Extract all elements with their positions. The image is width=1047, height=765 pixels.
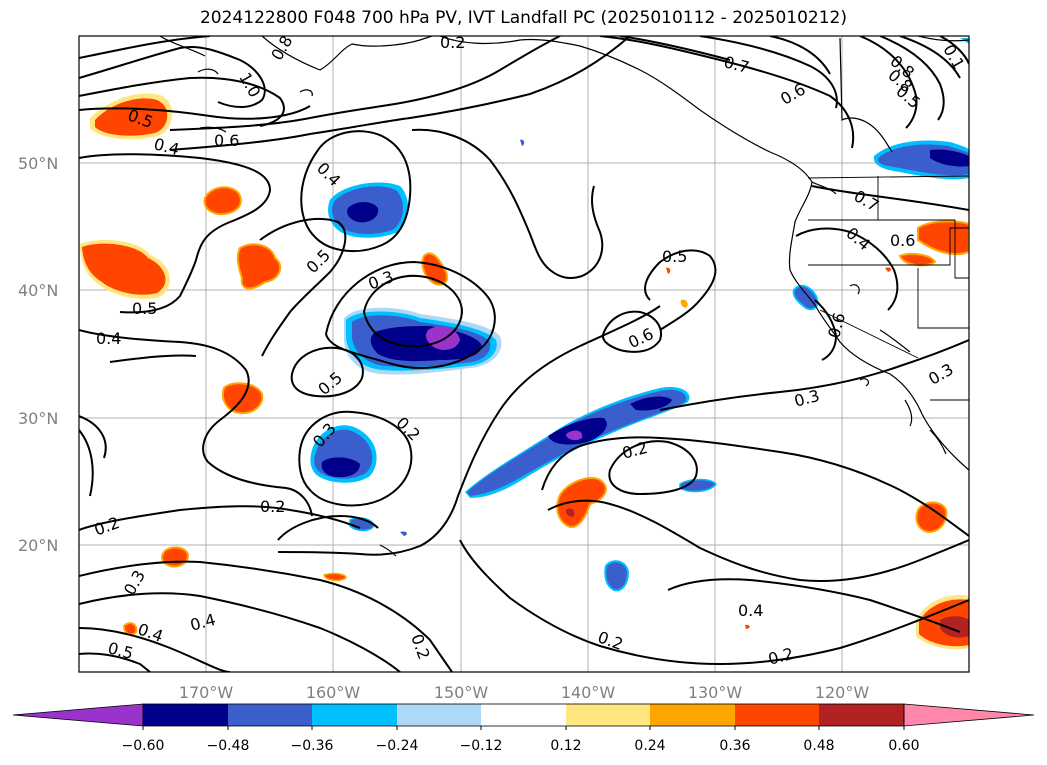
lat-label: 20°N bbox=[18, 536, 58, 555]
contour-label: 0.6 bbox=[890, 231, 915, 250]
lon-label: 150°W bbox=[434, 683, 489, 702]
lon-label: 130°W bbox=[688, 683, 743, 702]
colorbar-tick-label: −0.24 bbox=[376, 738, 419, 754]
colorbar-segment bbox=[312, 704, 397, 726]
map-frame bbox=[78, 35, 970, 673]
map-title: 2024122800 F048 700 hPa PV, IVT Landfall… bbox=[199, 8, 847, 28]
contour-label: 0.6 bbox=[214, 131, 239, 150]
colorbar-segment bbox=[566, 704, 650, 726]
contour-label: 0.2 bbox=[260, 497, 285, 516]
colorbar-tick-label: −0.36 bbox=[291, 738, 334, 754]
negative-pv-anomalies bbox=[310, 38, 969, 592]
colorbar-segment bbox=[481, 704, 566, 726]
contour-label: 0.5 bbox=[132, 299, 157, 318]
colorbar-extend-left bbox=[12, 703, 144, 727]
lat-label: 30°N bbox=[18, 409, 58, 428]
lon-label: 140°W bbox=[561, 683, 616, 702]
colorbar-extend-right bbox=[903, 703, 1035, 727]
colorbar-segment bbox=[228, 704, 312, 726]
colorbar-segment bbox=[143, 704, 228, 726]
lon-label: 160°W bbox=[306, 683, 361, 702]
lon-label: 170°W bbox=[179, 683, 234, 702]
lat-label: 40°N bbox=[18, 281, 58, 300]
colorbar-tick-label: 0.36 bbox=[719, 738, 750, 754]
graticule bbox=[79, 36, 969, 672]
colorbar-tick-label: −0.48 bbox=[207, 738, 250, 754]
contour-label: 0.4 bbox=[738, 601, 763, 620]
colorbar-tick-label: 0.12 bbox=[550, 738, 581, 754]
colorbar-segment bbox=[819, 704, 904, 726]
lon-label: 120°W bbox=[815, 683, 870, 702]
contour-label: 0.4 bbox=[96, 329, 121, 348]
longitude-labels: 170°W 160°W 150°W 140°W 130°W 120°W bbox=[179, 683, 870, 702]
colorbar-tick-label: −0.60 bbox=[122, 738, 165, 754]
colorbar-tick-label: 0.60 bbox=[888, 738, 919, 754]
colorbar-segment bbox=[650, 704, 735, 726]
latitude-labels: 50°N 40°N 30°N 20°N bbox=[18, 154, 58, 555]
colorbar-tick-label: 0.48 bbox=[803, 738, 834, 754]
colorbar-segment bbox=[735, 704, 819, 726]
contour-label: 0.2 bbox=[440, 33, 465, 52]
colorbar-tick-label: −0.12 bbox=[460, 738, 503, 754]
colorbar: −0.60 −0.48 −0.36 −0.24 −0.12 0.12 0.24 … bbox=[12, 703, 1035, 754]
pv-contours bbox=[79, 36, 969, 672]
colorbar-segment bbox=[397, 704, 481, 726]
colorbar-tick-label: 0.24 bbox=[634, 738, 665, 754]
contour-label: 0.5 bbox=[662, 247, 687, 266]
lat-label: 50°N bbox=[18, 154, 58, 173]
state-borders bbox=[807, 175, 969, 401]
map-area bbox=[79, 36, 969, 672]
